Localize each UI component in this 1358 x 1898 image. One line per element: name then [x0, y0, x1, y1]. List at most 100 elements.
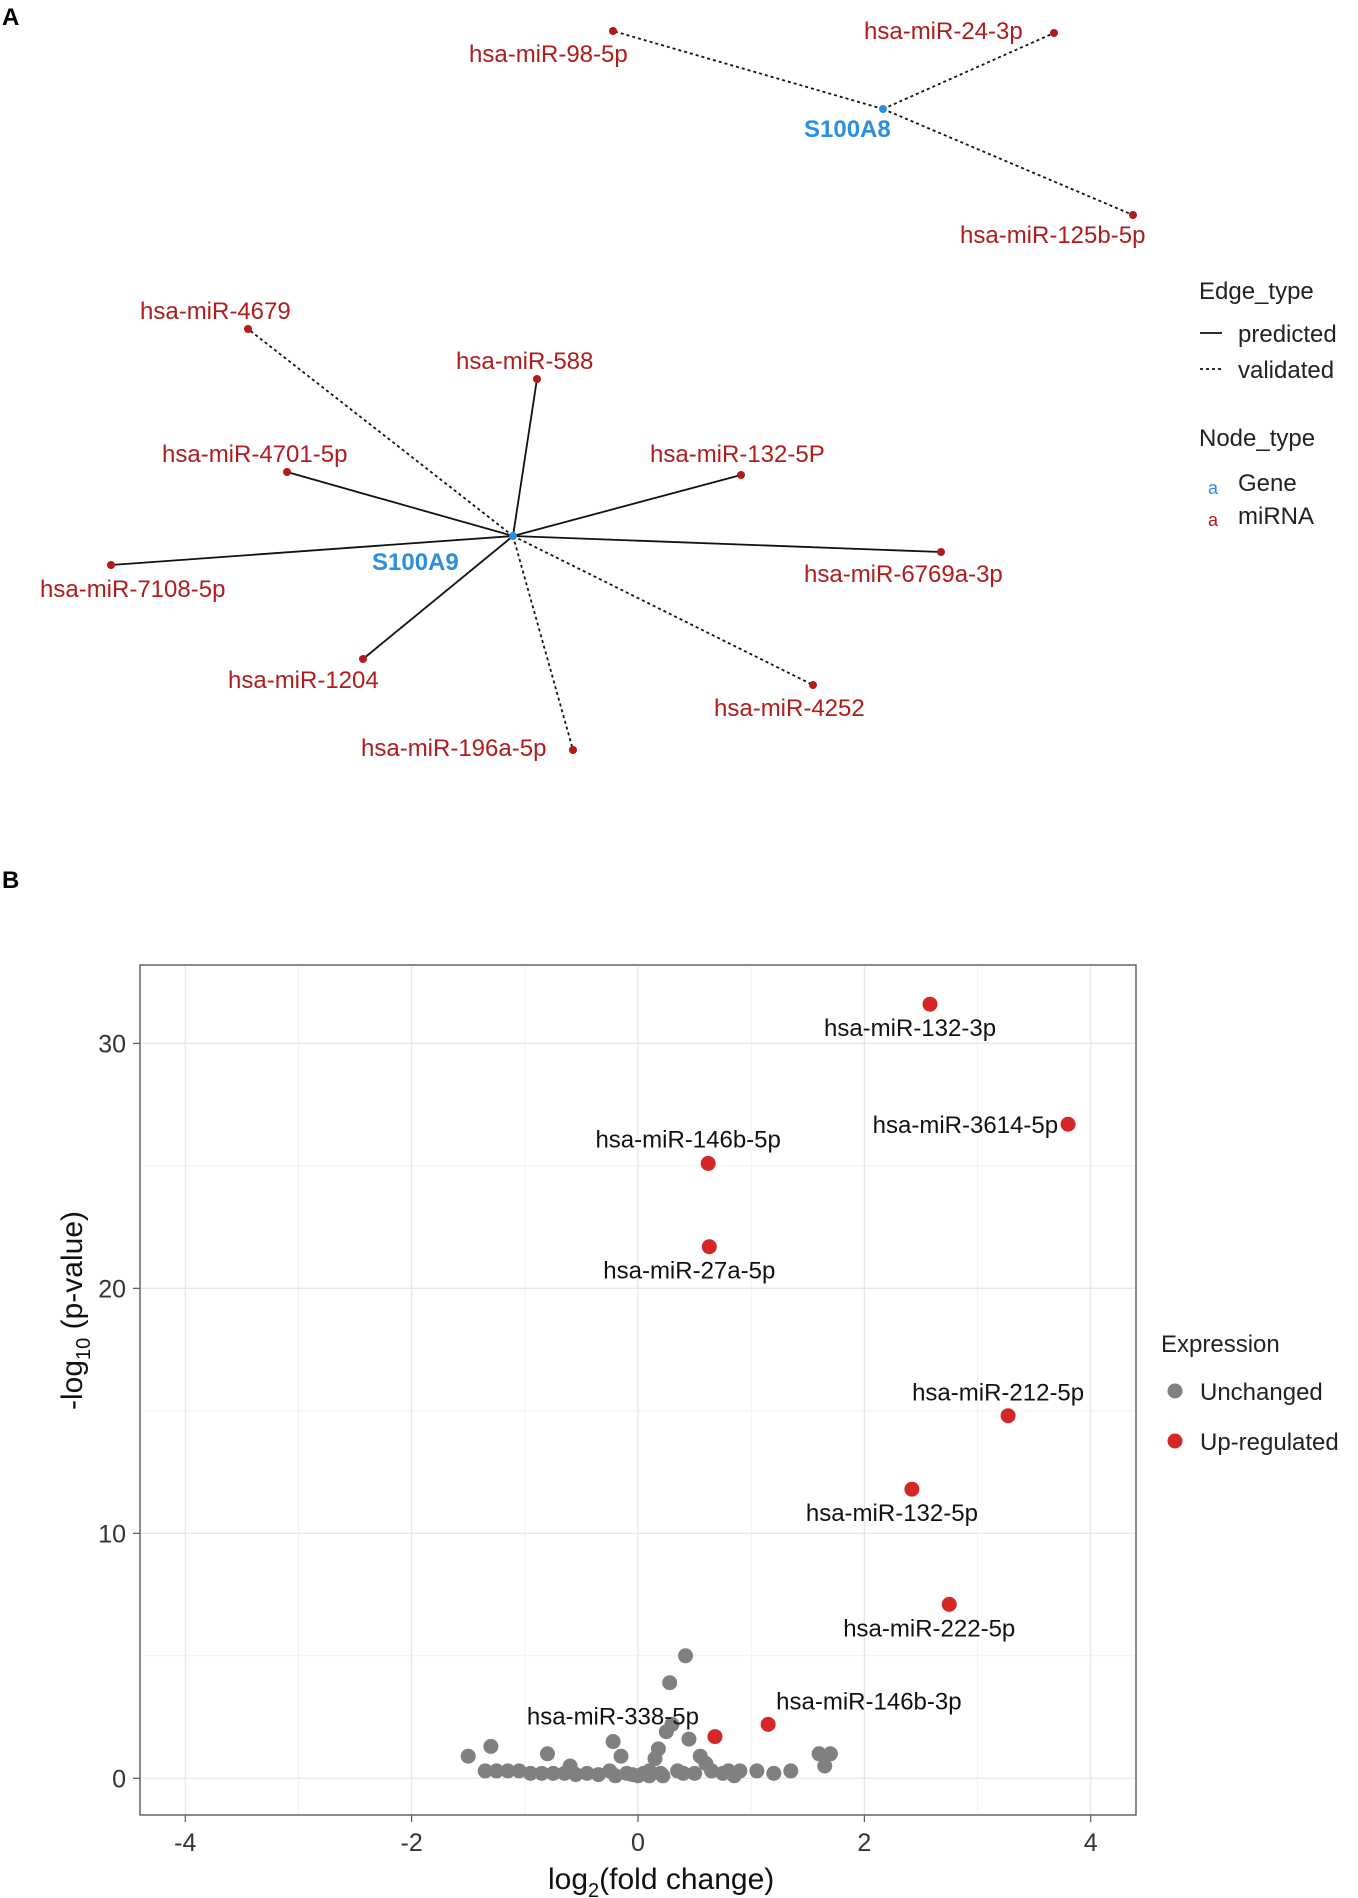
point-label: hsa-miR-27a-5p: [603, 1258, 775, 1285]
point-label: hsa-miR-338-5p: [527, 1704, 699, 1731]
y-axis-ticks: 0 10 20 30: [98, 1030, 140, 1793]
panel-label-b: B: [2, 867, 19, 894]
node-legend-gene-key: a: [1208, 478, 1219, 498]
point-labels: hsa-miR-132-3p hsa-miR-3614-5p hsa-miR-146…: [527, 1015, 1084, 1730]
point-unchanged: [749, 1763, 765, 1779]
edge-validated: [882, 108, 1134, 216]
gene-label-s100a9: S100A9: [372, 549, 459, 576]
series-unchanged: [460, 1648, 838, 1784]
mirna-label: hsa-miR-4701-5p: [162, 441, 347, 468]
plot-border: [139, 964, 1137, 1816]
mirna-label: hsa-miR-196a-5p: [361, 735, 546, 762]
point-unchanged: [817, 1758, 833, 1774]
y-tick-label: 20: [98, 1275, 126, 1303]
mirna-node: [283, 468, 291, 476]
network-nodes: [107, 27, 1137, 754]
point-up-regulated: [701, 1239, 717, 1255]
point-label: hsa-miR-212-5p: [912, 1380, 1084, 1407]
edge-predicted: [362, 535, 514, 660]
x-tick-label: 2: [857, 1829, 871, 1857]
point-up-regulated: [1060, 1116, 1076, 1132]
point-unchanged: [534, 1765, 550, 1781]
point-unchanged: [766, 1765, 782, 1781]
point-unchanged: [522, 1765, 538, 1781]
x-tick-label: 4: [1084, 1829, 1098, 1857]
network-edges: [110, 30, 1134, 751]
point-up-regulated: [707, 1729, 723, 1745]
mirna-node: [809, 681, 817, 689]
network-labels: S100A8 S100A9 hsa-miR-98-5p hsa-miR-24-3…: [40, 18, 1145, 762]
point-unchanged: [500, 1763, 516, 1779]
point-unchanged: [605, 1734, 621, 1750]
point-unchanged: [681, 1731, 697, 1747]
y-tick-label: 10: [98, 1520, 126, 1548]
node-legend-title: Node_type: [1199, 425, 1315, 452]
edge-predicted: [512, 535, 942, 553]
point-up-regulated: [760, 1716, 776, 1732]
point-unchanged: [477, 1763, 493, 1779]
point-label: hsa-miR-132-5p: [806, 1500, 978, 1527]
mirna-label: hsa-miR-1204: [228, 667, 379, 694]
point-unchanged: [822, 1746, 838, 1762]
gene-node-s100a8: [879, 105, 887, 113]
point-unchanged: [704, 1763, 720, 1779]
point-unchanged: [613, 1748, 629, 1764]
mirna-node: [609, 27, 617, 35]
node-legend-gene: Gene: [1238, 470, 1297, 497]
mirna-node: [1050, 29, 1058, 37]
point-up-regulated: [941, 1596, 957, 1612]
network-legend: Edge_type predicted validated Node_type …: [1199, 278, 1337, 530]
mirna-node: [937, 548, 945, 556]
point-unchanged: [675, 1765, 691, 1781]
edge-predicted: [110, 535, 514, 566]
x-tick-label: -4: [174, 1829, 196, 1857]
y-tick-label: 0: [112, 1765, 126, 1793]
edge-predicted: [512, 474, 742, 537]
x-axis-title: log2(fold change): [548, 1863, 774, 1898]
x-tick-label: -2: [401, 1829, 423, 1857]
mirna-label: hsa-miR-588: [456, 348, 593, 375]
point-label: hsa-miR-3614-5p: [873, 1112, 1058, 1139]
expression-legend-title: Expression: [1161, 1331, 1280, 1358]
edge-validated: [247, 328, 514, 537]
point-unchanged: [579, 1765, 595, 1781]
legend-unchanged: Unchanged: [1200, 1379, 1323, 1406]
mirna-label: hsa-miR-125b-5p: [960, 222, 1145, 249]
mirna-label: hsa-miR-24-3p: [864, 18, 1023, 45]
point-unchanged: [664, 1716, 680, 1732]
point-unchanged: [732, 1763, 748, 1779]
gene-label-s100a8: S100A8: [804, 116, 891, 143]
node-legend-mirna-key: a: [1208, 510, 1219, 530]
mirna-node: [737, 471, 745, 479]
point-unchanged: [460, 1748, 476, 1764]
mirna-label: hsa-miR-132-5P: [650, 441, 825, 468]
mirna-label: hsa-miR-7108-5p: [40, 576, 225, 603]
mirna-label: hsa-miR-98-5p: [469, 41, 628, 68]
edge-validated: [612, 30, 884, 110]
point-unchanged: [483, 1738, 499, 1754]
point-unchanged: [545, 1765, 561, 1781]
gene-node-s100a9: [509, 532, 517, 540]
mirna-node: [359, 655, 367, 663]
point-unchanged: [590, 1767, 606, 1783]
mirna-node: [244, 325, 252, 333]
mirna-node: [569, 746, 577, 754]
mirna-label: hsa-miR-6769a-3p: [804, 561, 1003, 588]
mirna-node: [107, 561, 115, 569]
expression-legend: Expression Unchanged Up-regulated: [1161, 1331, 1339, 1456]
mirna-label: hsa-miR-4252: [714, 695, 865, 722]
series-up-regulated: [700, 996, 1076, 1745]
network-graph: S100A8 S100A9 hsa-miR-98-5p hsa-miR-24-3…: [40, 18, 1145, 762]
x-axis-ticks: -4 -2 0 2 4: [174, 1815, 1098, 1857]
point-label: hsa-miR-146b-3p: [776, 1688, 961, 1715]
edge-validated: [512, 535, 574, 751]
point-unchanged: [811, 1746, 827, 1762]
point-label: hsa-miR-132-3p: [824, 1015, 996, 1042]
legend-up-regulated: Up-regulated: [1200, 1429, 1339, 1456]
point-up-regulated: [904, 1481, 920, 1497]
edge-predicted: [286, 471, 514, 537]
mirna-node: [1129, 211, 1137, 219]
point-unchanged: [650, 1741, 666, 1757]
edge-legend-validated: validated: [1238, 357, 1334, 384]
